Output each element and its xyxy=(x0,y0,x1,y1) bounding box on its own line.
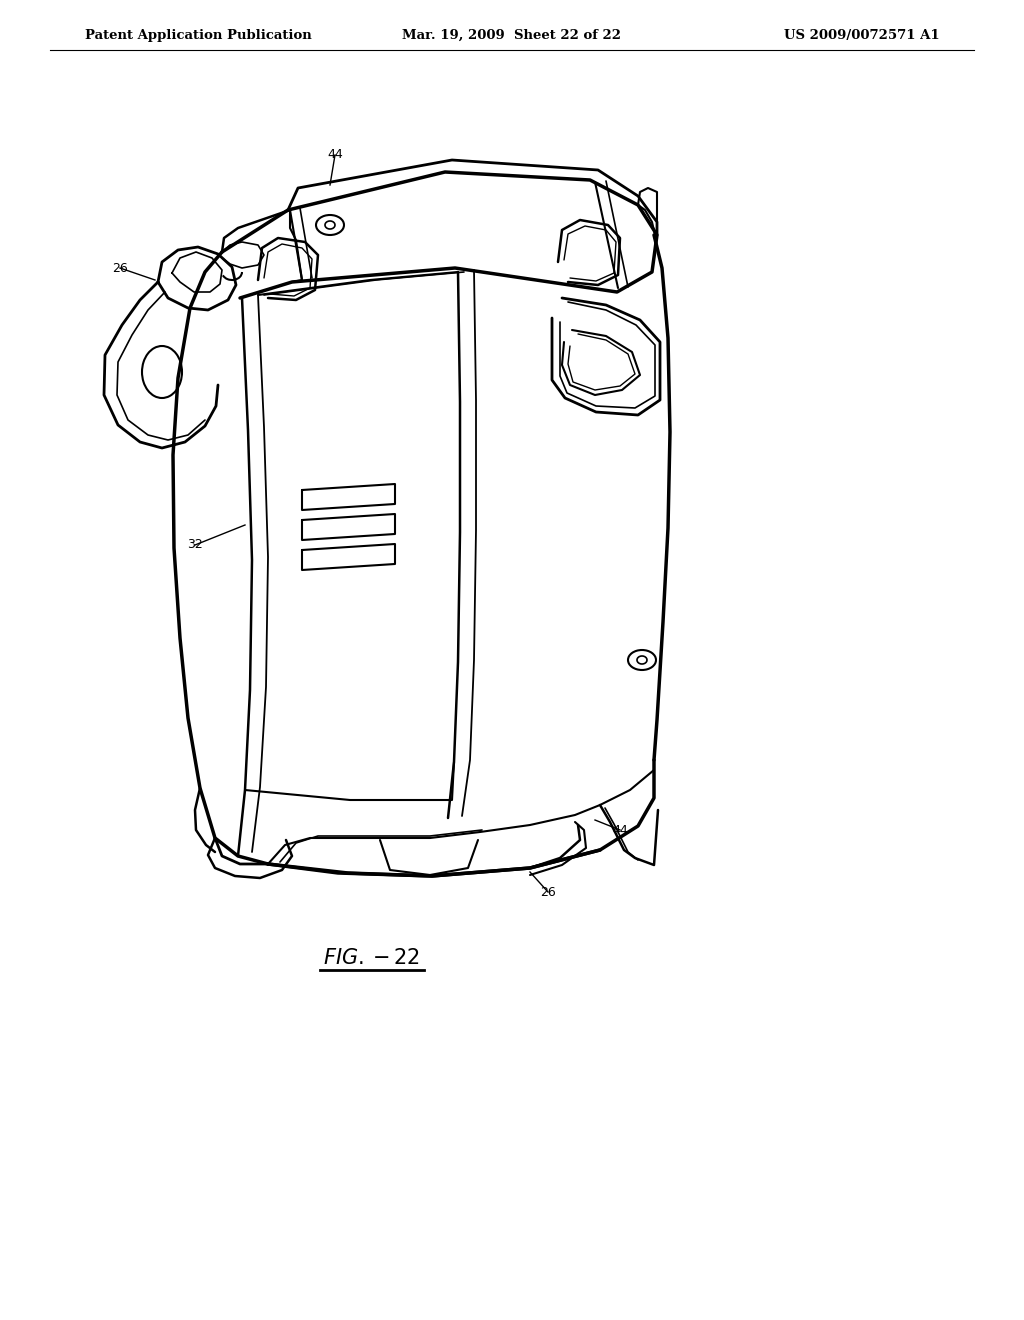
Text: 44: 44 xyxy=(327,149,343,161)
Text: Patent Application Publication: Patent Application Publication xyxy=(85,29,311,41)
Text: Mar. 19, 2009  Sheet 22 of 22: Mar. 19, 2009 Sheet 22 of 22 xyxy=(402,29,622,41)
Text: 26: 26 xyxy=(540,886,556,899)
Text: US 2009/0072571 A1: US 2009/0072571 A1 xyxy=(784,29,940,41)
Text: $\mathbf{\mathit{FIG. - 22}}$: $\mathbf{\mathit{FIG. - 22}}$ xyxy=(324,948,421,968)
Text: 32: 32 xyxy=(187,539,203,552)
Text: 44: 44 xyxy=(612,824,628,837)
Text: 26: 26 xyxy=(112,261,128,275)
